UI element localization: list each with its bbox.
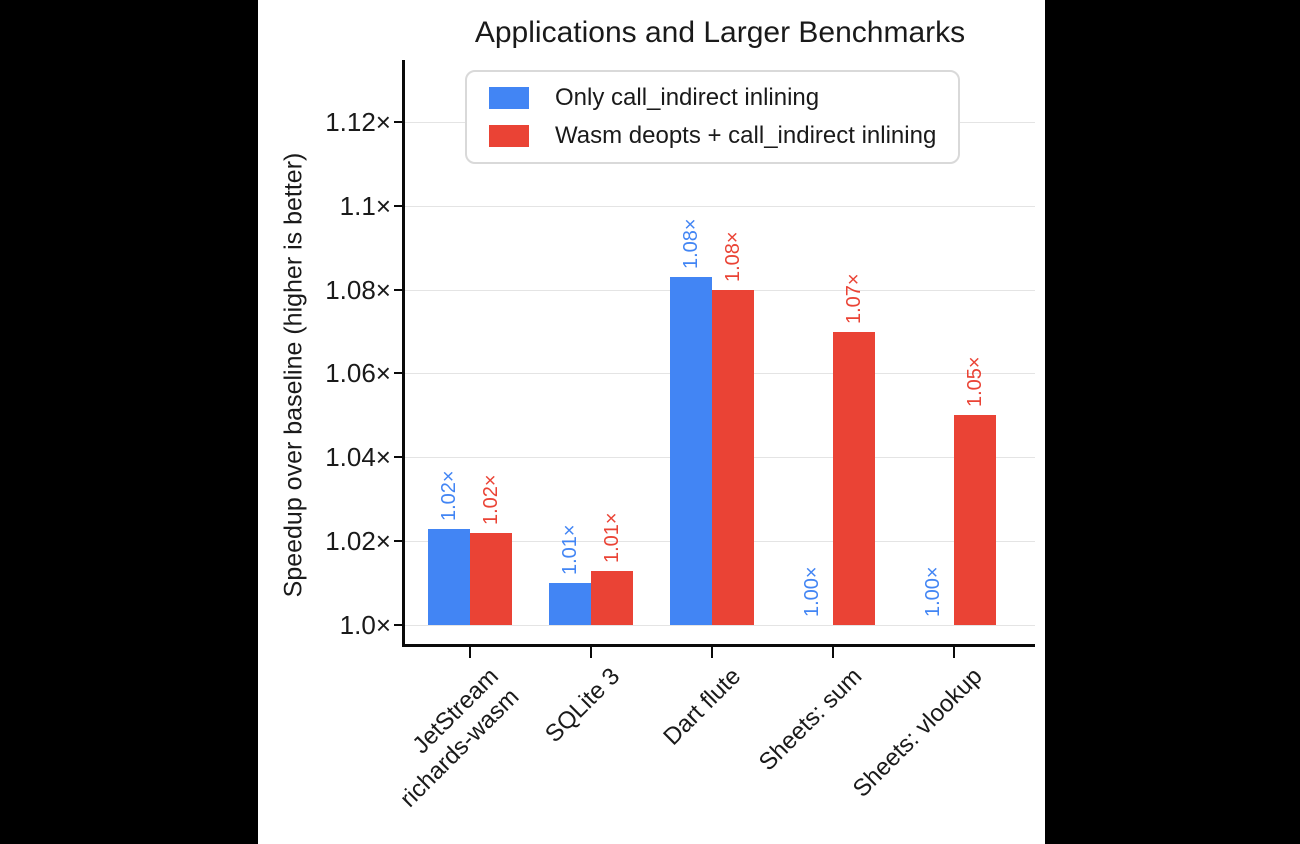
x-tick-label: SQLite 3 [539, 662, 625, 748]
bar-value-label: 1.00× [922, 566, 944, 617]
legend-label: Only call_indirect inlining [555, 84, 820, 111]
bar [712, 289, 754, 625]
y-tick-label: 1.04× [325, 442, 391, 473]
y-tick-label: 1.02× [325, 526, 391, 557]
x-axis-spine [402, 644, 1035, 647]
y-tick-mark [394, 624, 405, 626]
y-tick-mark [394, 120, 405, 123]
legend-item: Only call_indirect inlining [489, 84, 936, 112]
y-tick-label: 1.12× [325, 106, 391, 137]
chart-figure: Applications and Larger Benchmarks Speed… [258, 0, 1045, 844]
bar-value-label: 1.02× [480, 474, 502, 525]
x-tick-mark [953, 647, 955, 658]
legend-item: Wasm deopts + call_indirect inlining [489, 122, 936, 150]
y-tick-label: 1.08× [325, 274, 391, 305]
y-tick-label: 1.1× [339, 190, 391, 221]
bar-value-label: 1.08× [680, 218, 702, 270]
x-tick-mark [590, 647, 592, 658]
x-tick-mark [832, 647, 834, 658]
x-tick-mark [711, 647, 713, 658]
bar-value-label: 1.01× [559, 524, 581, 576]
x-tick-label: Sheets: vlookup [847, 662, 988, 803]
bar [470, 532, 512, 625]
y-axis-spine [402, 60, 405, 647]
y-tick-mark [394, 456, 405, 459]
y-tick-mark [394, 204, 405, 207]
gridline [405, 205, 1035, 207]
bar [833, 331, 875, 625]
chart-title: Applications and Larger Benchmarks [474, 16, 966, 49]
legend: Only call_indirect inlining Wasm deopts +… [465, 70, 961, 164]
bar-value-label: 1.08× [722, 231, 744, 282]
bar-value-label: 1.00× [801, 566, 823, 617]
y-tick-mark [394, 540, 405, 543]
y-tick-mark [394, 372, 405, 375]
bar-value-label: 1.07× [843, 272, 865, 324]
bar [591, 570, 633, 625]
x-tick-label: Dart flute [657, 662, 746, 751]
y-tick-label: 1.06× [325, 358, 391, 389]
bar-value-label: 1.02× [438, 469, 460, 521]
y-tick-label: 1.0× [339, 610, 391, 640]
bar-value-label: 1.05× [964, 356, 986, 408]
x-tick-label: JetStream richards-wasm [394, 662, 525, 813]
legend-label: Wasm deopts + call_indirect inlining [555, 122, 937, 149]
legend-swatch [489, 87, 529, 109]
bar-value-label: 1.01× [601, 511, 623, 563]
x-tick-mark [469, 647, 471, 658]
legend-swatch [489, 125, 529, 147]
bar [670, 277, 712, 625]
bar [549, 583, 591, 625]
x-tick-label: Sheets: sum [753, 662, 867, 777]
bar [954, 415, 996, 625]
bar [428, 528, 470, 625]
gridline [405, 625, 1035, 626]
y-tick-mark [394, 288, 405, 291]
